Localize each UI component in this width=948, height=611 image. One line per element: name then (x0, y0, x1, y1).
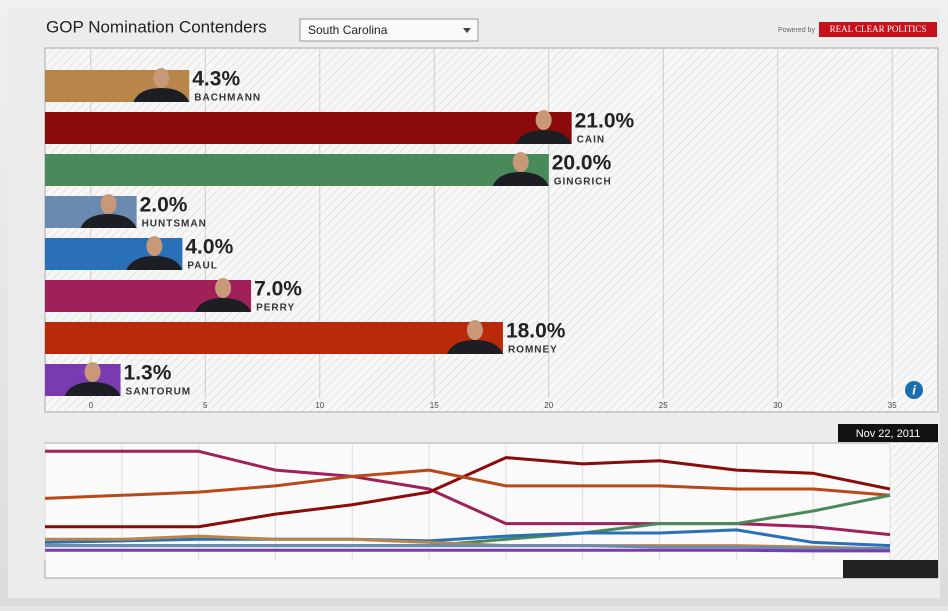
x-tick-label: 5 (203, 401, 208, 410)
value-label: 1.3% (124, 362, 172, 385)
x-tick-label: 20 (544, 401, 553, 410)
info-glyph[interactable]: i (912, 382, 916, 397)
date-label: Nov 22, 2011 (856, 428, 921, 440)
value-label: 20.0% (552, 152, 612, 175)
x-tick-label: 10 (315, 401, 324, 410)
timeline-handle[interactable] (843, 560, 938, 578)
photo-face (85, 362, 101, 382)
brand[interactable]: REAL CLEAR POLITICS (830, 24, 927, 34)
candidate-name: PERRY (256, 303, 295, 314)
candidate-name: SANTORUM (126, 387, 192, 398)
x-tick-label: 35 (888, 401, 897, 410)
timeline-future (890, 443, 938, 578)
candidate-name: BACHMANN (194, 93, 261, 104)
value-label: 4.0% (185, 236, 233, 259)
bar (45, 322, 503, 354)
candidate-name: ROMNEY (508, 345, 558, 356)
value-label: 4.3% (192, 68, 240, 91)
x-tick-label: 30 (773, 401, 782, 410)
widget: GOP Nomination Contenders South Carolina… (0, 0, 948, 606)
photo-face (146, 236, 162, 256)
value-label: 2.0% (140, 194, 188, 217)
trend-line (45, 550, 890, 551)
bar (45, 112, 572, 144)
x-tick-label: 0 (89, 401, 94, 410)
x-tick-label: 25 (659, 401, 668, 410)
photo-face (101, 194, 117, 214)
bar-plot (45, 48, 938, 412)
candidate-name: GINGRICH (554, 177, 612, 188)
title: GOP Nomination Contenders (46, 17, 267, 36)
value-label: 21.0% (575, 110, 635, 133)
candidate-name: PAUL (187, 261, 217, 272)
photo-face (513, 152, 529, 172)
candidate-name: CAIN (577, 135, 605, 146)
candidate-name: HUNTSMAN (142, 219, 207, 230)
dropdown-label[interactable]: South Carolina (308, 23, 388, 37)
x-tick-label: 15 (430, 401, 439, 410)
bar (45, 154, 549, 186)
chart: GOP Nomination Contenders South Carolina… (0, 0, 948, 606)
photo-face (153, 68, 169, 88)
photo-face (467, 320, 483, 340)
powered-by: Powered by (778, 27, 815, 34)
photo-face (215, 278, 231, 298)
photo-face (536, 110, 552, 130)
value-label: 18.0% (506, 320, 566, 343)
value-label: 7.0% (254, 278, 302, 301)
